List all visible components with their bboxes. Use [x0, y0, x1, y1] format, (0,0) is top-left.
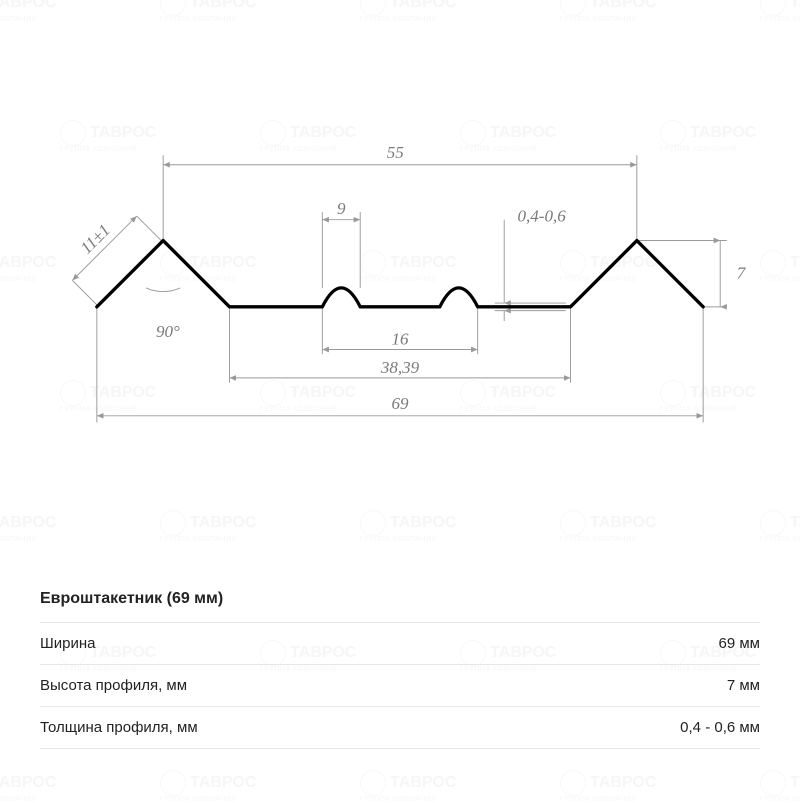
dim-thickness: 0,4-0,6	[517, 207, 566, 226]
table-row: Толщина профиля, мм 0,4 - 0,6 мм	[40, 706, 760, 749]
profile-path	[97, 241, 703, 307]
dim-inner-flat: 16	[391, 330, 409, 349]
dim-right-height: 7	[737, 263, 747, 282]
spec-label: Ширина	[40, 635, 95, 652]
spec-title: Евроштакетник (69 мм)	[40, 590, 760, 608]
dim-angle: 90°	[156, 322, 180, 341]
dim-mid-span: 38,39	[380, 358, 420, 377]
table-row: Ширина 69 мм	[40, 622, 760, 664]
dim-left-slant: 11±1	[77, 220, 114, 257]
dim-top-span: 55	[387, 143, 405, 162]
table-row: Высота профиля, мм 7 мм	[40, 664, 760, 706]
spec-value: 7 мм	[727, 677, 760, 694]
dim-bump-width: 9	[337, 199, 346, 218]
spec-label: Толщина профиля, мм	[40, 719, 198, 736]
profile-diagram: 55 11±1 90° 9 0,4-0,6 7 16	[40, 40, 760, 460]
spec-value: 69 мм	[719, 635, 760, 652]
spec-value: 0,4 - 0,6 мм	[680, 719, 760, 736]
spec-label: Высота профиля, мм	[40, 677, 187, 694]
spec-table: Евроштакетник (69 мм) Ширина 69 мм Высот…	[40, 590, 760, 749]
dim-total-width: 69	[391, 394, 409, 413]
